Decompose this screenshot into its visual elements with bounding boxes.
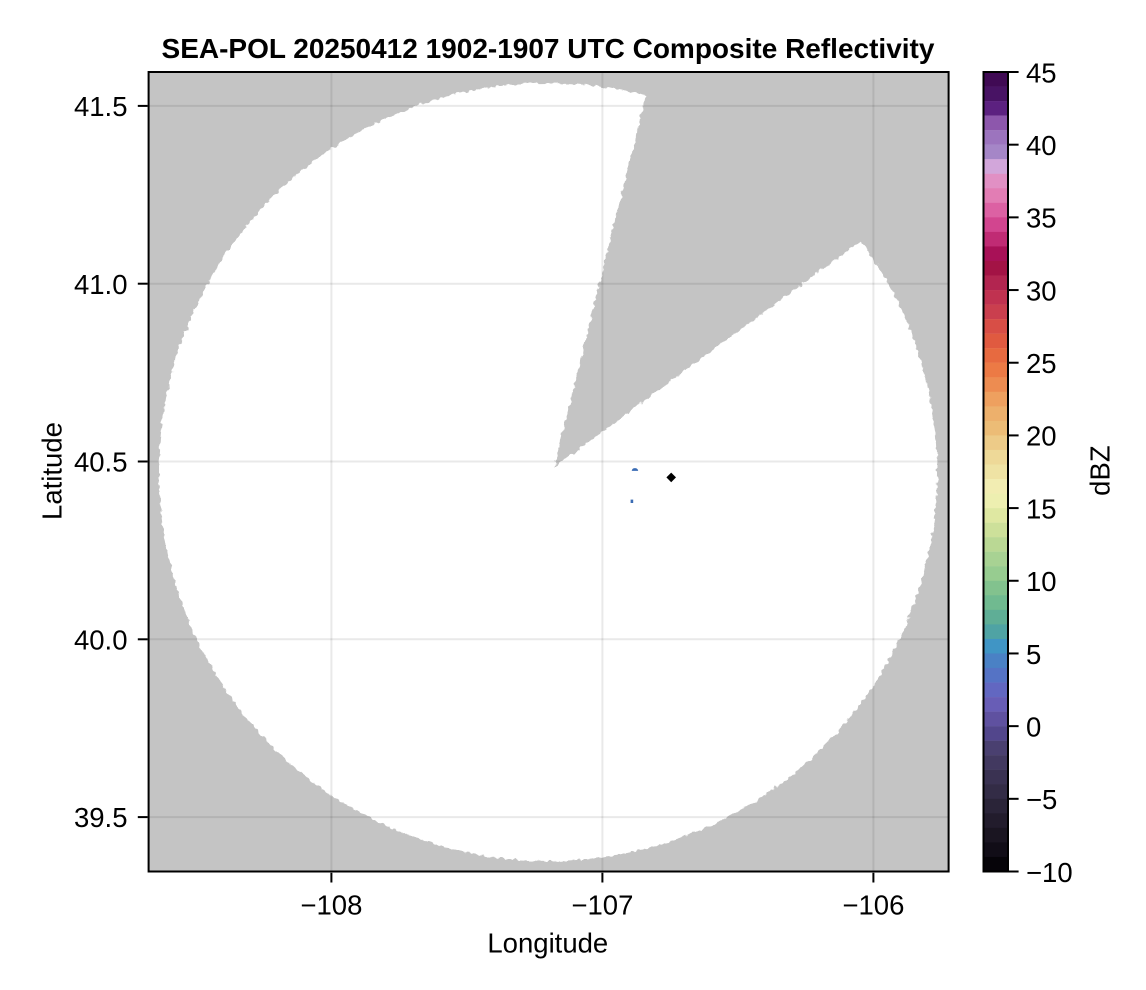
svg-text:35: 35 bbox=[1026, 203, 1057, 234]
svg-text:40: 40 bbox=[1026, 130, 1057, 161]
svg-text:40.5: 40.5 bbox=[74, 447, 128, 478]
svg-text:−5: −5 bbox=[1026, 784, 1057, 815]
svg-text:15: 15 bbox=[1026, 493, 1057, 524]
svg-text:41.0: 41.0 bbox=[74, 269, 128, 300]
svg-text:10: 10 bbox=[1026, 566, 1057, 597]
svg-text:dBZ: dBZ bbox=[1085, 445, 1116, 495]
svg-text:25: 25 bbox=[1026, 348, 1057, 379]
svg-text:−10: −10 bbox=[1026, 857, 1073, 888]
svg-text:20: 20 bbox=[1026, 421, 1057, 452]
svg-text:30: 30 bbox=[1026, 275, 1057, 306]
svg-text:45: 45 bbox=[1026, 57, 1057, 88]
svg-text:−107: −107 bbox=[571, 890, 633, 921]
svg-text:−106: −106 bbox=[842, 890, 904, 921]
svg-text:0: 0 bbox=[1026, 711, 1041, 742]
svg-text:40.0: 40.0 bbox=[74, 624, 128, 655]
svg-text:41.5: 41.5 bbox=[74, 91, 128, 122]
svg-text:Latitude: Latitude bbox=[37, 422, 68, 520]
svg-text:SEA-POL 20250412 1902-1907 UTC: SEA-POL 20250412 1902-1907 UTC Composite… bbox=[162, 33, 935, 64]
svg-text:−108: −108 bbox=[300, 890, 362, 921]
svg-text:39.5: 39.5 bbox=[74, 802, 128, 833]
svg-text:5: 5 bbox=[1026, 639, 1041, 670]
svg-text:Longitude: Longitude bbox=[487, 928, 608, 959]
